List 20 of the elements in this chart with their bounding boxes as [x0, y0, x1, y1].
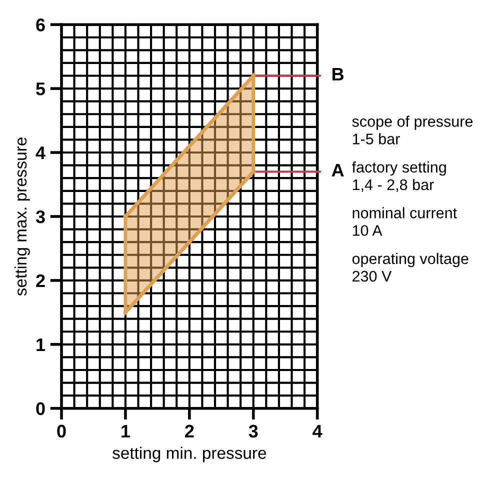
y-tick-label: 5 [36, 82, 46, 96]
text: scope of pressure 1-5 bar [352, 116, 473, 144]
x-tick-label: 1 [122, 424, 130, 438]
y-tick-label: 2 [36, 274, 45, 287]
text: operating voltage 230 V [352, 252, 468, 282]
y-axis-title: setting max. pressure [14, 138, 30, 296]
y-tick-label: 6 [36, 18, 45, 32]
text: factory setting 1,4 - 2,8 bar [352, 161, 446, 192]
x-tick-label: 4 [312, 424, 322, 438]
text: nominal current 10 A [352, 207, 457, 236]
annotation: B [332, 68, 344, 80]
x-tick-label: 2 [185, 424, 194, 438]
x-axis-title: setting min. pressure [112, 446, 266, 462]
x-tick-label: 3 [248, 424, 258, 438]
x-tick-label: 0 [57, 424, 66, 438]
y-tick-label: 1 [36, 338, 46, 351]
annotation: A [332, 164, 344, 176]
y-tick-label: 0 [36, 402, 45, 416]
y-tick-label: 4 [36, 146, 46, 160]
y-tick-label: 3 [36, 210, 45, 224]
